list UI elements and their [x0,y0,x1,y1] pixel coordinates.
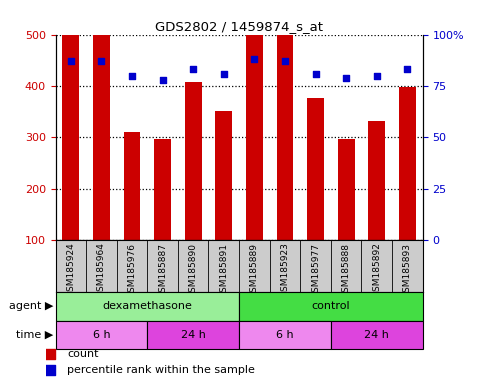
Point [189,66,197,73]
Text: control: control [312,301,350,311]
Bar [369,121,385,240]
Title: GDS2802 / 1459874_s_at: GDS2802 / 1459874_s_at [155,20,323,33]
Point [270,296,278,303]
Text: 24 h: 24 h [181,330,206,340]
Text: 24 h: 24 h [364,330,389,340]
Bar [56,292,239,321]
Text: time ▶: time ▶ [16,330,53,340]
Text: GSM185891: GSM185891 [219,243,228,298]
Bar [93,0,110,240]
Bar [185,82,201,240]
Point [251,56,258,62]
Point [281,58,289,65]
Point [312,71,319,77]
Bar [307,98,324,240]
Bar [147,321,239,349]
Text: dexamethasone: dexamethasone [102,301,192,311]
Point [220,71,227,77]
Bar [124,132,141,240]
Bar [338,139,355,240]
Text: GSM185976: GSM185976 [128,243,137,298]
Point [98,58,105,65]
Text: GSM185887: GSM185887 [158,243,167,298]
Point [128,73,136,79]
Bar [399,87,416,240]
Bar [246,0,263,240]
Text: GSM185923: GSM185923 [281,243,289,298]
Text: agent ▶: agent ▶ [9,301,53,311]
Point [67,58,75,65]
Bar [277,3,293,240]
Text: 6 h: 6 h [276,330,294,340]
Text: GSM185893: GSM185893 [403,243,412,298]
Text: 6 h: 6 h [93,330,110,340]
Text: count: count [67,349,99,359]
Text: GSM185888: GSM185888 [341,243,351,298]
Point [373,73,381,79]
Bar [331,321,423,349]
Bar [239,292,423,321]
Point [342,74,350,81]
Text: percentile rank within the sample: percentile rank within the sample [67,364,255,374]
Point [403,66,411,73]
Text: GSM185889: GSM185889 [250,243,259,298]
Text: GSM185892: GSM185892 [372,243,381,298]
Bar [239,321,331,349]
Bar [154,139,171,240]
Bar [215,111,232,240]
Point [159,77,167,83]
Text: GSM185924: GSM185924 [66,243,75,297]
Text: GSM185977: GSM185977 [311,243,320,298]
Bar [56,321,147,349]
Bar [62,0,79,240]
Text: GSM185890: GSM185890 [189,243,198,298]
Point [270,157,278,163]
Text: GSM185964: GSM185964 [97,243,106,298]
